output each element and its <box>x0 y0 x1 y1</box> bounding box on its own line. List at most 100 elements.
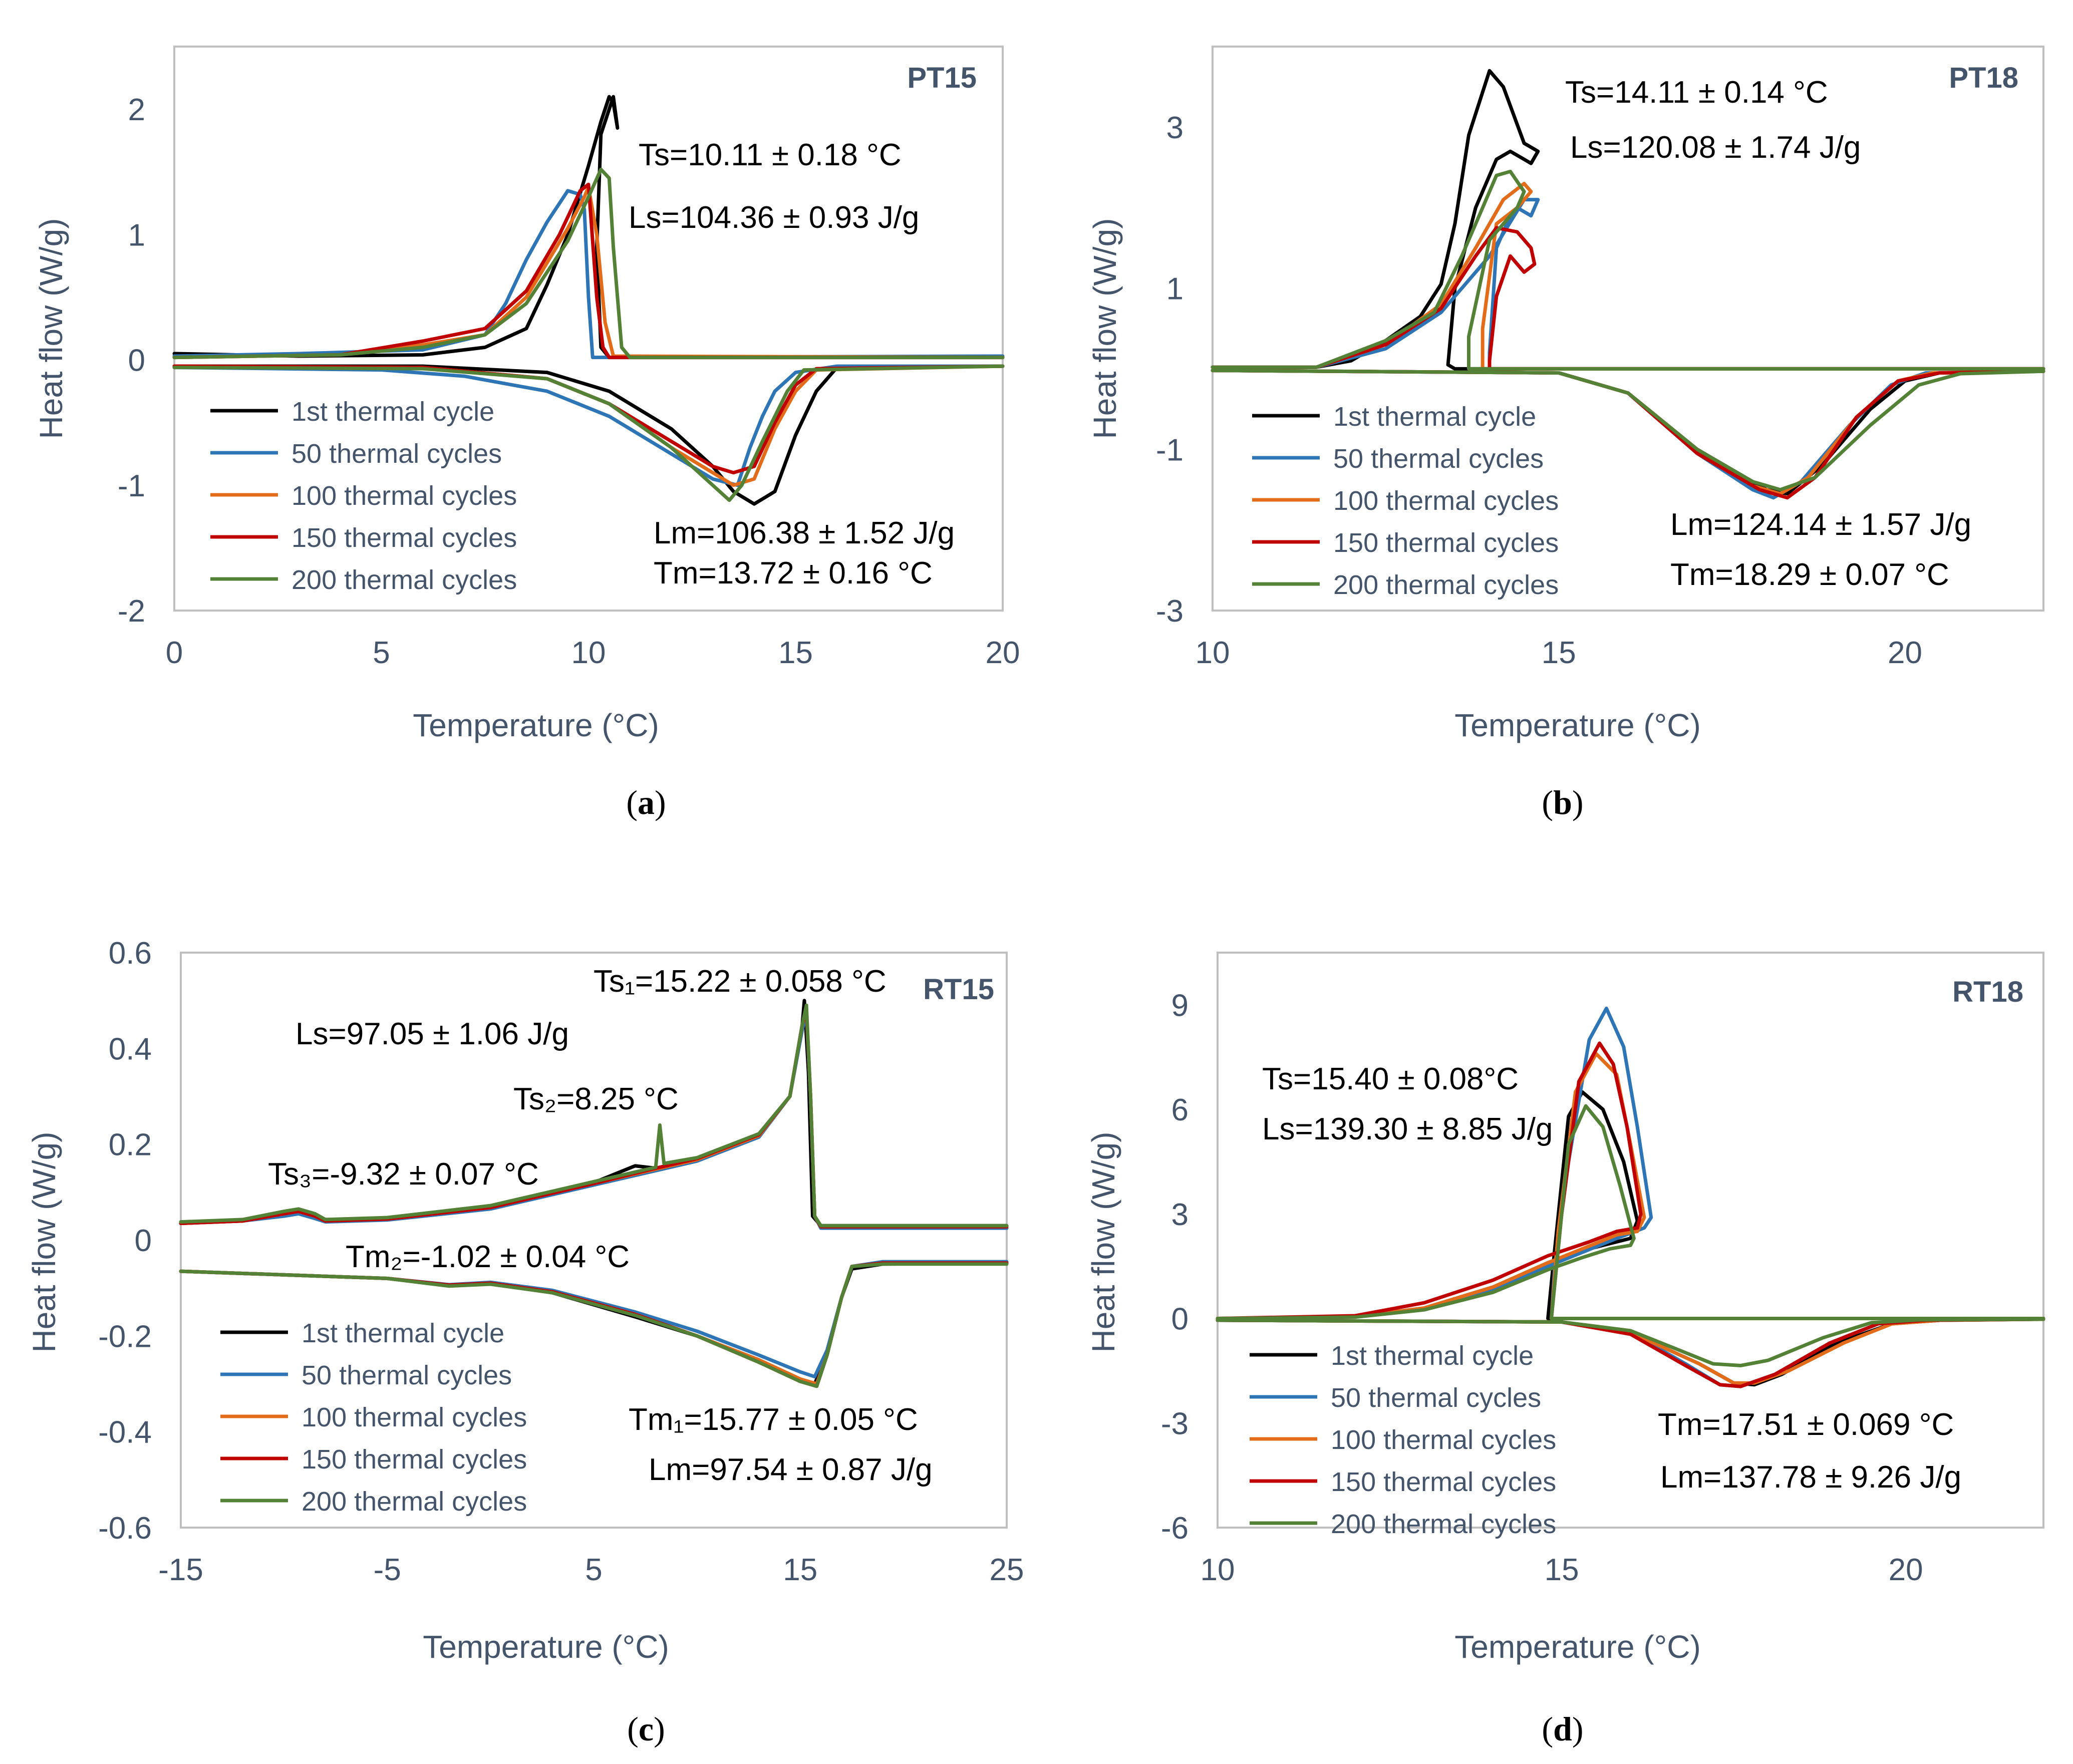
annotation-text: Ts₃=-9.32 ± 0.07 °C <box>268 1157 539 1192</box>
y-tick-label: 3 <box>1171 1198 1189 1232</box>
y-tick-label: -0.2 <box>98 1319 152 1354</box>
legend-label: 150 thermal cycles <box>1333 528 1559 558</box>
legend-label: 50 thermal cycles <box>291 439 502 469</box>
x-tick-label: 0 <box>166 636 183 670</box>
annotation-text: Ts=14.11 ± 0.14 °C <box>1565 75 1828 110</box>
annotation-text: Ts=15.40 ± 0.08°C <box>1262 1062 1519 1096</box>
x-tick-label: -15 <box>158 1553 203 1587</box>
legend-label: 200 thermal cycles <box>1333 570 1559 600</box>
series-line <box>172 364 1005 502</box>
legend-label: 1st thermal cycle <box>1333 402 1536 432</box>
x-axis-label: Temperature (°C) <box>1454 707 1701 743</box>
y-tick-label: 0 <box>128 344 145 378</box>
legend-label: 200 thermal cycles <box>291 565 517 595</box>
x-tick-label: 20 <box>1888 636 1922 670</box>
x-axis-label: Temperature (°C) <box>423 1629 669 1665</box>
x-tick-label: 15 <box>1545 1553 1579 1587</box>
x-axis-label: Temperature (°C) <box>413 707 659 743</box>
annotation-text: Lm=106.38 ± 1.52 J/g <box>654 516 955 550</box>
legend-label: 100 thermal cycles <box>302 1402 527 1432</box>
y-tick-label: 0.6 <box>109 936 152 971</box>
series-line <box>172 185 1005 360</box>
y-tick-label: 2 <box>128 93 145 127</box>
annotation-text: Lm=124.14 ± 1.57 J/g <box>1670 507 1971 542</box>
y-tick-label: 9 <box>1171 988 1189 1023</box>
plot-frame <box>180 952 1008 1529</box>
chart-panel-d: -6 -3 0 3 6 9 10 15 20 1st thermal cycle 50 therma… <box>1085 952 2045 1748</box>
x-axis-label: Temperature (°C) <box>1454 1629 1701 1665</box>
x-tick-label: 15 <box>778 636 813 670</box>
y-axis-label: Heat flow (W/g) <box>26 1132 62 1353</box>
y-tick-label: 3 <box>1166 111 1183 145</box>
annotation-text: Ts₁=15.22 ± 0.058 °C <box>594 964 886 999</box>
annotation-text: Tm=18.29 ± 0.07 °C <box>1670 557 1949 592</box>
legend-label: 1st thermal cycle <box>302 1318 504 1348</box>
y-axis-label: Heat flow (W/g) <box>1085 1132 1121 1353</box>
legend-label: 100 thermal cycles <box>1333 486 1559 516</box>
y-tick-label: -1 <box>118 469 145 503</box>
series-line <box>179 1003 1009 1228</box>
annotation-text: Tm₁=15.77 ± 0.05 °C <box>629 1402 918 1437</box>
legend-label: 1st thermal cycle <box>291 397 494 427</box>
x-tick-label: 15 <box>1542 636 1576 670</box>
y-tick-label: -2 <box>118 594 145 629</box>
y-tick-label: 6 <box>1171 1093 1189 1127</box>
panel-letter: (a) <box>626 783 666 821</box>
annotation-text: Tm=13.72 ± 0.16 °C <box>654 556 933 591</box>
annotation-text: Ls=104.36 ± 0.93 J/g <box>629 200 919 235</box>
series-line <box>179 1262 1009 1388</box>
legend-label: 50 thermal cycles <box>302 1360 512 1390</box>
series-line <box>1211 369 2045 492</box>
y-tick-label: -6 <box>1161 1511 1189 1546</box>
y-tick-label: 0.4 <box>109 1032 152 1066</box>
legend-label: 150 thermal cycles <box>1331 1467 1556 1497</box>
y-tick-label: 0.2 <box>109 1128 152 1162</box>
panel-title: RT18 <box>1952 976 2023 1008</box>
y-tick-label: 0 <box>1171 1302 1189 1337</box>
y-tick-label: -0.6 <box>98 1511 152 1546</box>
y-tick-label: -1 <box>1156 433 1183 467</box>
panel-title: PT15 <box>907 62 977 94</box>
x-tick-label: 10 <box>571 636 606 670</box>
x-tick-label: 20 <box>1889 1553 1923 1587</box>
y-tick-label: -0.4 <box>98 1415 152 1450</box>
annotation-text: Lm=137.78 ± 9.26 J/g <box>1660 1460 1961 1495</box>
x-tick-label: -5 <box>374 1553 401 1587</box>
series-line <box>1211 169 2045 371</box>
x-tick-label: 20 <box>986 636 1020 670</box>
legend-label: 150 thermal cycles <box>302 1444 527 1475</box>
series-line <box>172 364 1005 506</box>
annotation-text: Ls=120.08 ± 1.74 J/g <box>1570 130 1861 165</box>
legend-label: 200 thermal cycles <box>1331 1509 1556 1539</box>
series-line <box>1216 1104 2045 1320</box>
x-tick-label: 10 <box>1196 636 1230 670</box>
legend-label: 50 thermal cycles <box>1333 444 1544 474</box>
chart-panel-b: -3 -1 1 3 10 15 20 1st thermal cycle 50 thermal … <box>1087 46 2045 821</box>
y-tick-label: 1 <box>1166 272 1183 307</box>
legend-label: 100 thermal cycles <box>291 481 517 511</box>
y-tick-label: -3 <box>1156 594 1183 629</box>
chart-panel-c: -0.6 -0.4 -0.2 0 0.2 0.4 0.6 -15 -5 5 15 25 1st ther… <box>26 936 1024 1748</box>
annotation-text: Lm=97.54 ± 0.87 J/g <box>649 1452 933 1487</box>
y-tick-label: 1 <box>128 218 145 252</box>
y-tick-label: -3 <box>1161 1406 1189 1441</box>
x-tick-label: 25 <box>990 1553 1024 1587</box>
panel-title: RT15 <box>923 973 994 1006</box>
y-axis-label: Heat flow (W/g) <box>1087 218 1123 439</box>
legend-label: 100 thermal cycles <box>1331 1425 1556 1455</box>
panel-letter: (d) <box>1542 1710 1583 1748</box>
legend-label: 1st thermal cycle <box>1331 1341 1534 1371</box>
annotation-text: Ls=139.30 ± 8.85 J/g <box>1262 1112 1553 1146</box>
series-line <box>1216 1041 2045 1320</box>
annotation-text: Ts₂=8.25 °C <box>513 1082 679 1116</box>
y-axis-label: Heat flow (W/g) <box>33 218 69 439</box>
annotation-text: Tm₂=-1.02 ± 0.04 °C <box>346 1240 630 1274</box>
series-line <box>172 182 1005 360</box>
legend-label: 50 thermal cycles <box>1331 1383 1541 1413</box>
x-tick-label: 10 <box>1201 1553 1235 1587</box>
panel-letter: (c) <box>627 1710 665 1748</box>
legend-label: 200 thermal cycles <box>302 1487 527 1517</box>
panel-title: PT18 <box>1949 62 2018 94</box>
